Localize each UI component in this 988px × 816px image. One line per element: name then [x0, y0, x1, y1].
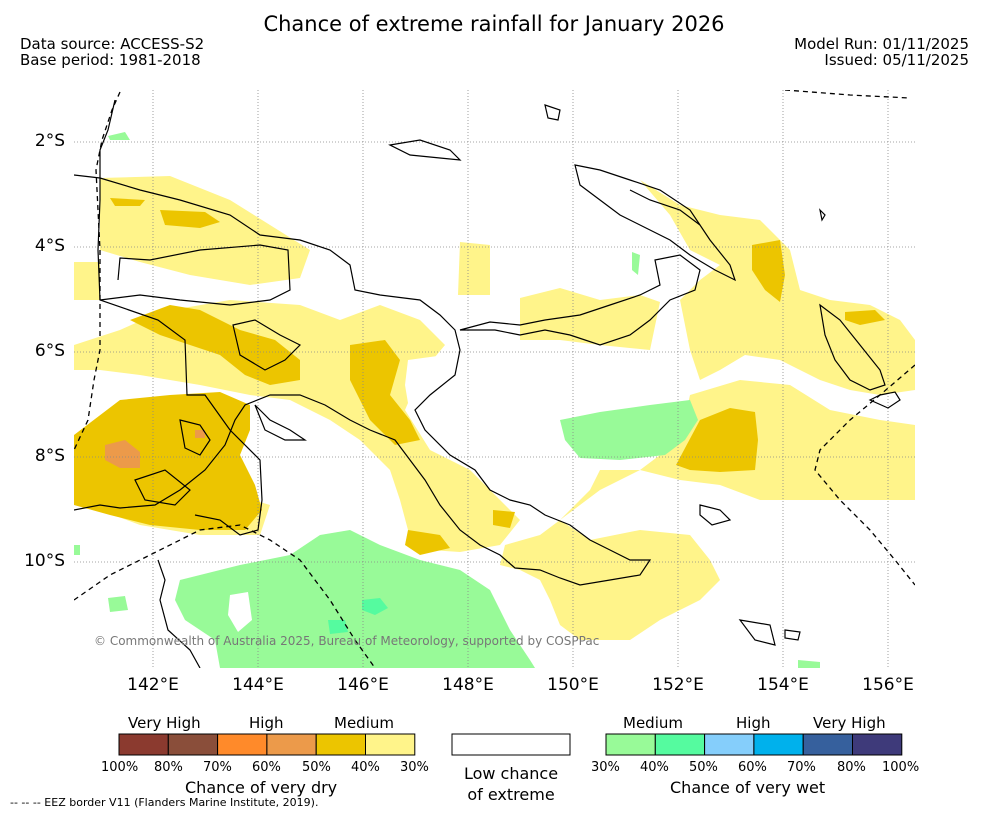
lon-label-150e: 150°E: [547, 675, 599, 695]
wet-tick-80: 80%: [837, 760, 866, 775]
lon-label-146e: 146°E: [337, 675, 389, 695]
eez-border-note: -- -- -- EEZ border V11 (Flanders Marine…: [10, 796, 319, 809]
gridlines: [74, 90, 915, 668]
low-chance-title-line1: Low chance: [463, 764, 559, 783]
data-source: Data source: ACCESS-S2: [20, 35, 205, 53]
lon-label-142e: 142°E: [127, 675, 179, 695]
lon-label-154e: 154°E: [757, 675, 809, 695]
dry-swatch-5: [315, 733, 367, 756]
wet-swatch-5: [802, 733, 854, 756]
wet-category-high: High: [736, 714, 771, 732]
dry-swatch-1: [118, 733, 169, 756]
low-chance-title-line2: of extreme: [467, 785, 555, 804]
model-run: Model Run: 01/11/2025: [794, 35, 969, 53]
lon-label-148e: 148°E: [442, 675, 494, 695]
wet-colorbar: [605, 733, 903, 756]
metadata-right: Model Run: 01/11/2025 Issued: 05/11/2025: [794, 36, 969, 68]
lon-label-152e: 152°E: [652, 675, 704, 695]
dry-swatch-4: [266, 733, 317, 756]
wet-tick-70: 70%: [787, 760, 816, 775]
dry-tick-50: 50%: [302, 760, 331, 775]
eez-borders: [74, 90, 915, 668]
issued-date: Issued: 05/11/2025: [824, 51, 969, 69]
lon-label-156e: 156°E: [862, 675, 914, 695]
wet-swatch-1: [605, 733, 656, 756]
dry-colorbar: [118, 733, 416, 756]
wet-tick-60: 60%: [738, 760, 767, 775]
wet-40-50-area: [328, 598, 388, 634]
wet-tick-30: 30%: [591, 760, 620, 775]
dry-category-very-high: Very High: [128, 714, 201, 732]
dry-tick-60: 60%: [252, 760, 281, 775]
dry-tick-70: 70%: [203, 760, 232, 775]
lat-label-6s: 6°S: [34, 341, 65, 361]
wet-tick-100: 100%: [882, 760, 920, 775]
dry-category-high: High: [249, 714, 284, 732]
wet-30-40-area: [74, 132, 820, 668]
metadata-left: Data source: ACCESS-S2 Base period: 1981…: [20, 36, 204, 68]
wet-category-medium: Medium: [623, 714, 683, 732]
wet-swatch-4: [753, 733, 804, 756]
map-title: Chance of extreme rainfall for January 2…: [263, 12, 725, 36]
copyright-notice: © Commonwealth of Australia 2025, Bureau…: [94, 634, 600, 648]
dry-tick-80: 80%: [154, 760, 183, 775]
dry-tick-40: 40%: [351, 760, 380, 775]
lon-label-144e: 144°E: [232, 675, 284, 695]
dry-tick-100: 100%: [101, 760, 139, 775]
dry-swatch-6: [365, 733, 416, 756]
low-chance-swatch: [451, 733, 571, 756]
coastlines: [74, 99, 901, 668]
wet-swatch-3: [704, 733, 755, 756]
wet-category-very-high: Very High: [813, 714, 886, 732]
lat-label-4s: 4°S: [34, 236, 65, 256]
base-period: Base period: 1981-2018: [20, 51, 201, 69]
dry-swatch-3: [217, 733, 268, 756]
probability-shading: [74, 132, 915, 668]
wet-swatch-6: [852, 733, 903, 756]
dry-category-medium: Medium: [334, 714, 394, 732]
dry-50-60-area: [105, 430, 205, 468]
wet-swatch-2: [654, 733, 706, 756]
wet-tick-40: 40%: [640, 760, 669, 775]
wet-tick-50: 50%: [689, 760, 718, 775]
dry-legend-title: Chance of very dry: [185, 778, 338, 797]
lat-label-8s: 8°S: [34, 446, 65, 466]
lat-label-2s: 2°S: [34, 131, 65, 151]
lat-label-10s: 10°S: [24, 551, 65, 571]
dry-tick-30: 30%: [400, 760, 429, 775]
dry-swatch-2: [167, 733, 219, 756]
wet-legend-title: Chance of very wet: [670, 778, 826, 797]
